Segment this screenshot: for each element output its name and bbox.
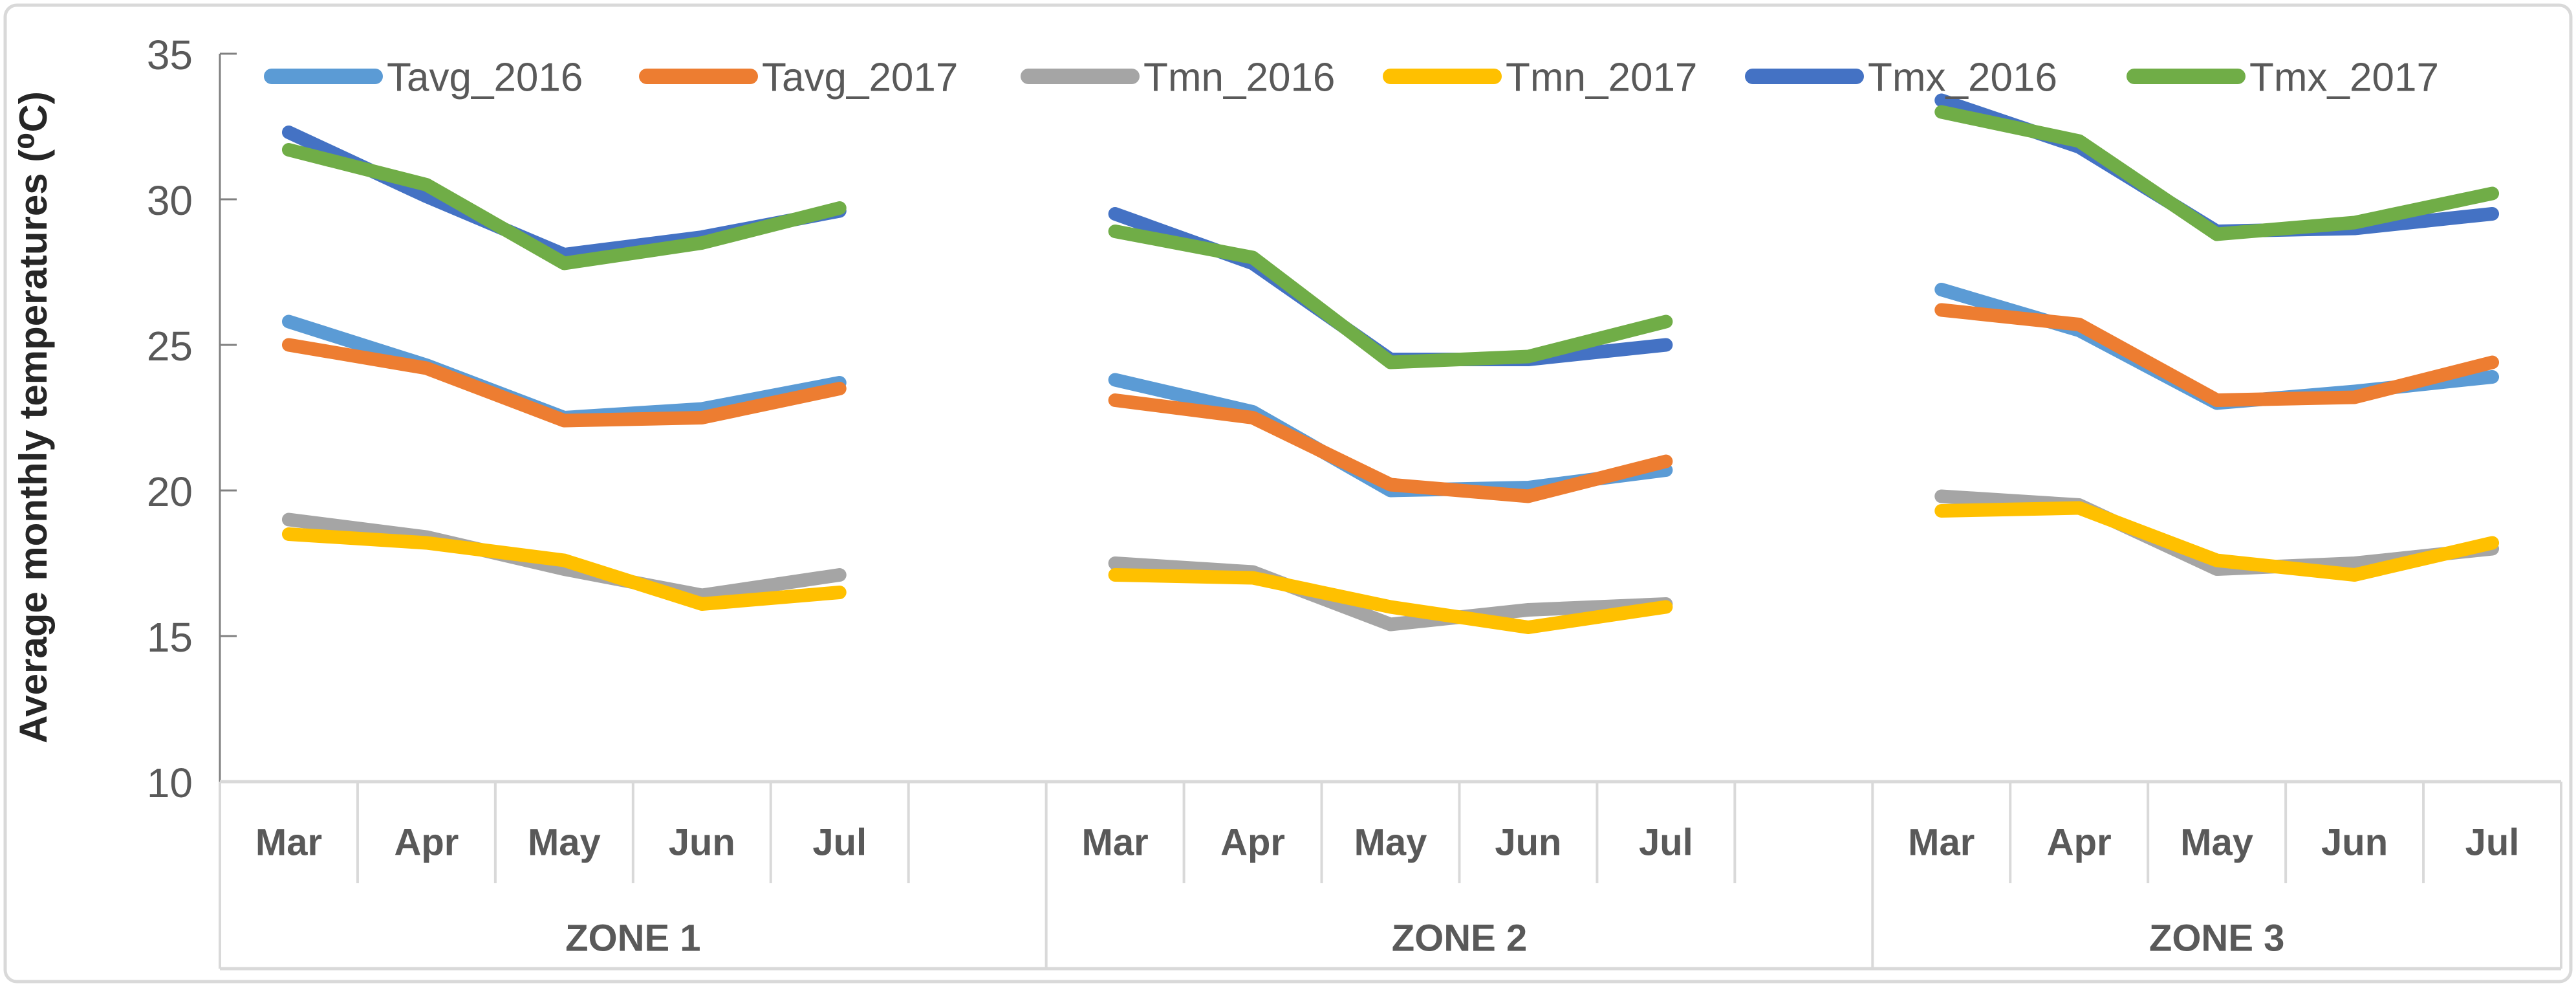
legend-label-Tmx_2016: Tmx_2016: [1868, 56, 2057, 100]
y-tick-label: 30: [147, 177, 193, 224]
y-tick-label: 10: [147, 760, 193, 806]
x-axis-zone-label: ZONE 3: [2149, 918, 2285, 960]
x-axis-month-label: Jun: [2321, 822, 2388, 864]
x-axis-month-label: Mar: [255, 822, 322, 864]
x-axis-month-label: Jun: [669, 822, 735, 864]
series-line-Tmn_2017-zone-2: [1108, 568, 1673, 634]
series-line-Tavg_2017-zone-1: [281, 338, 847, 428]
x-axis-month-label: Mar: [1908, 822, 1975, 864]
x-axis-zone-label: ZONE 2: [1392, 918, 1528, 960]
x-axis-month-label: Jul: [812, 822, 867, 864]
series-line-Tavg_2017-zone-2: [1108, 393, 1673, 503]
x-axis-month-label: Jul: [2465, 822, 2520, 864]
x-axis-month-label: Jun: [1495, 822, 1561, 864]
x-axis-month-label: Apr: [394, 822, 459, 864]
series-line-Tmn_2017-zone-3: [1934, 501, 2500, 582]
y-tick-label: 25: [147, 323, 193, 369]
x-axis-month-label: May: [1354, 822, 1427, 864]
series-line-Tmn_2017-zone-1: [281, 527, 847, 611]
x-axis-month-label: Mar: [1082, 822, 1149, 864]
category-band-lines: [219, 780, 2562, 971]
legend-label-Tavg_2016: Tavg_2016: [387, 56, 583, 100]
x-axis-month-label: Apr: [2047, 822, 2112, 864]
x-axis-month-label: Jul: [1639, 822, 1693, 864]
series-line-Tmx_2017-zone-2: [1108, 225, 1673, 369]
series-line-Tmx_2017-zone-3: [1934, 105, 2500, 241]
legend-label-Tmn_2017: Tmn_2017: [1506, 56, 1697, 100]
series-line-Tmn_2016-zone-2: [1108, 556, 1673, 632]
series-line-Tavg_2017-zone-3: [1934, 303, 2500, 407]
legend-label-Tmx_2017: Tmx_2017: [2249, 56, 2439, 100]
series-line-Tmx_2017-zone-1: [281, 143, 847, 270]
axis-labels: 10 15 20 25 30 35 Mar Apr May Jun Jul ZONE 1 Mar Apr M…: [147, 32, 2520, 960]
legend: Tavg_2016 Tavg_2017 Tmn_2016 Tmn_2017 Tmx_20…: [264, 56, 2439, 100]
legend-label-Tavg_2017: Tavg_2017: [762, 56, 958, 100]
x-axis-month-label: May: [2180, 822, 2253, 864]
legend-label-Tmn_2016: Tmn_2016: [1143, 56, 1335, 100]
series-line-Tmn_2016-zone-1: [281, 512, 847, 602]
y-tick-label: 20: [147, 468, 193, 515]
series-lines: [281, 93, 2500, 634]
y-tick-label: 35: [147, 32, 193, 78]
x-axis-zone-label: ZONE 1: [565, 918, 701, 960]
y-axis-title: Average monthly temperatures (⁰C): [12, 91, 55, 743]
x-axis-month-label: Apr: [1220, 822, 1285, 864]
y-tick-label: 15: [147, 614, 193, 661]
x-axis-month-label: May: [528, 822, 601, 864]
